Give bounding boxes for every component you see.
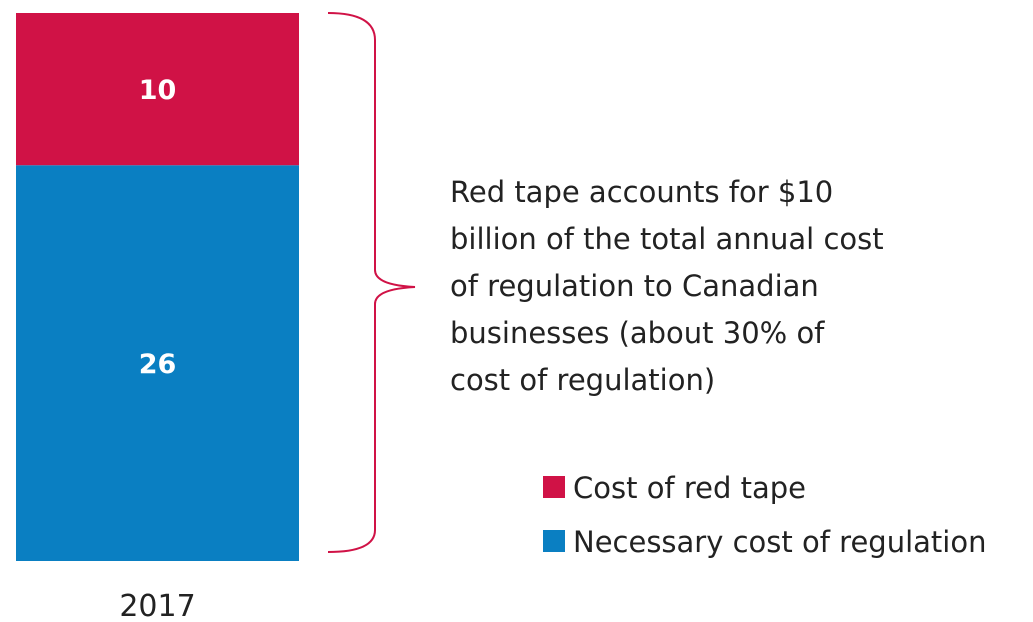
bar-segment-red-tape	[16, 13, 299, 166]
annotation-line: of regulation to Canadian	[450, 269, 819, 303]
category-label: 2017	[119, 589, 195, 622]
annotation-bracket	[327, 12, 416, 553]
data-label-necessary-cost: 26	[139, 349, 177, 380]
legend-swatch	[543, 530, 565, 552]
annotation-text: Red tape accounts for $10 billion of the …	[450, 175, 884, 397]
annotation-line: billion of the total annual cost	[450, 222, 884, 256]
bar-group	[16, 13, 299, 561]
category-label-group: 2017	[119, 589, 195, 622]
legend-label: Cost of red tape	[573, 471, 806, 505]
legend-swatch	[543, 476, 565, 498]
bar-segment-necessary-cost	[16, 165, 299, 561]
legend-label: Necessary cost of regulation	[573, 525, 986, 559]
annotation-line: businesses (about 30% of	[450, 316, 825, 350]
legend: Cost of red tape Necessary cost of regula…	[543, 471, 986, 559]
data-label-red-tape: 10	[139, 75, 177, 106]
annotation-line: Red tape accounts for $10	[450, 175, 833, 209]
annotation-line: cost of regulation)	[450, 363, 715, 397]
segment-label-group: 26 10	[139, 75, 177, 380]
